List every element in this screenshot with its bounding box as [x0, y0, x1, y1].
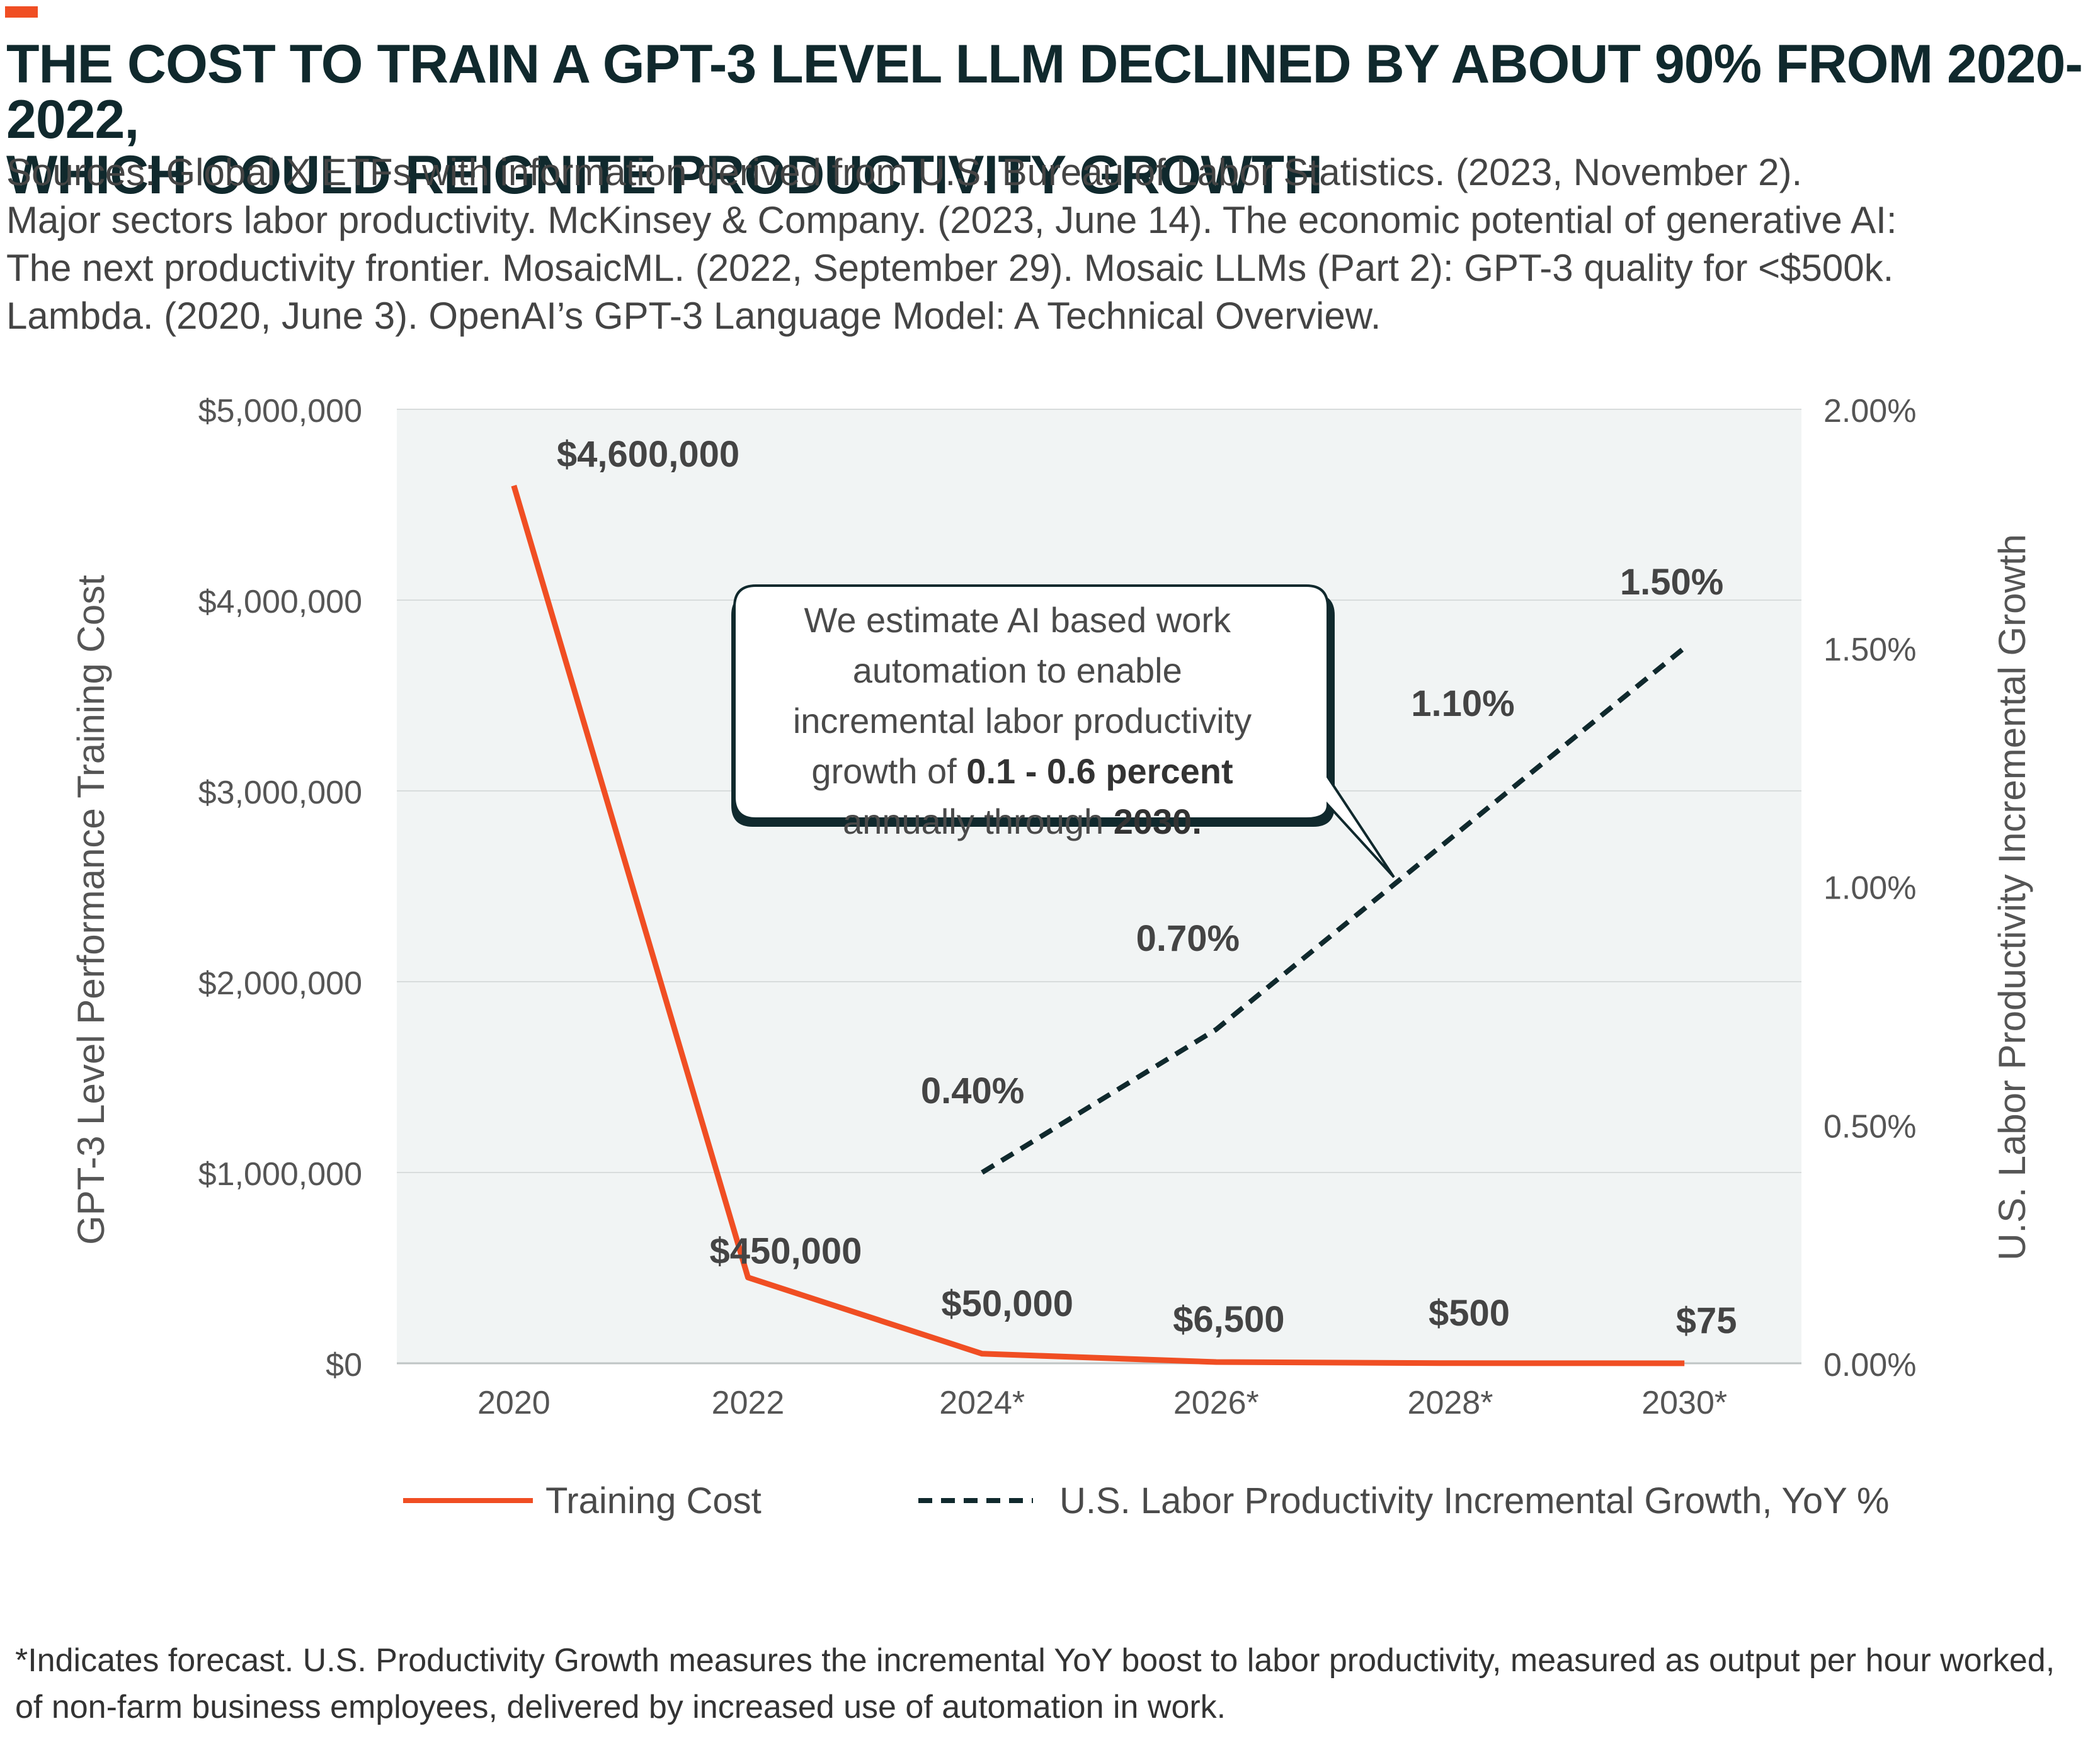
series-line-training-cost	[511, 484, 1685, 1366]
callout-line-4-bold: 0.1 - 0.6 percent	[966, 751, 1233, 791]
y-left-tick-label: $4,000,000	[198, 584, 362, 620]
title-line-1: THE COST TO TRAIN A GPT-3 LEVEL LLM DECL…	[6, 34, 2083, 150]
y-right-tick-label: 0.50%	[1823, 1108, 1916, 1145]
x-tick-label: 2028*	[1408, 1385, 1493, 1421]
y-right-tick-label: 1.50%	[1823, 632, 1916, 668]
svg-text:annually through 2030.: annually through 2030.	[843, 802, 1202, 841]
callout-line-2: automation to enable	[853, 650, 1182, 690]
data-label: $50,000	[941, 1283, 1073, 1324]
accent-bar	[5, 6, 38, 18]
y-left-tick-label: $2,000,000	[198, 965, 362, 1002]
x-tick-label: 2030*	[1641, 1385, 1727, 1421]
y-right-axis-title: U.S. Labor Productivity Incremental Grow…	[1991, 534, 2033, 1261]
legend-label-training-cost: Training Cost	[545, 1480, 762, 1521]
series-line-productivity-growth	[981, 645, 1686, 1175]
footnote: *Indicates forecast. U.S. Productivity G…	[15, 1637, 2094, 1730]
y-left-axis-title: GPT-3 Level Performance Training Cost	[70, 575, 112, 1245]
sources-line-2: Major sectors labor productivity. McKins…	[6, 199, 1897, 241]
data-label: $500	[1429, 1293, 1510, 1334]
sources-line-1: Sources: Global X ETFs with information …	[6, 151, 1803, 193]
callout-line-1: We estimate AI based work	[804, 600, 1231, 640]
y-left-tick-label: $5,000,000	[198, 393, 362, 429]
callout-line-3: incremental labor productivity	[793, 701, 1252, 741]
x-tick-label: 2026*	[1173, 1385, 1259, 1421]
x-tick-label: 2020	[477, 1385, 551, 1421]
data-label: $75	[1676, 1300, 1737, 1341]
plot-area	[397, 409, 1801, 1364]
callout-line-5-text: annually through	[843, 802, 1114, 841]
sources-line-4: Lambda. (2020, June 3). OpenAI’s GPT-3 L…	[6, 295, 1381, 337]
sources-text: Sources: Global X ETFs with information …	[6, 149, 2085, 340]
data-label: 0.70%	[1136, 918, 1240, 959]
y-right-tick-label: 2.00%	[1823, 393, 1916, 429]
y-right-tick-label: 1.00%	[1823, 870, 1916, 907]
legend-label-productivity-growth: U.S. Labor Productivity Incremental Grow…	[1059, 1480, 1889, 1521]
plot-background	[397, 409, 1801, 1363]
svg-text:growth of 0.1 - 0.6 percent: growth of 0.1 - 0.6 percent	[811, 751, 1233, 791]
y-left-tick-label: $0	[326, 1347, 362, 1383]
footnote-line-1: *Indicates forecast. U.S. Productivity G…	[15, 1642, 2055, 1679]
footnote-line-2: of non-farm business employees, delivere…	[15, 1689, 1226, 1725]
legend: Training Cost U.S. Labor Productivity In…	[403, 1480, 1889, 1521]
data-label: 1.50%	[1620, 562, 1723, 603]
callout-bubble	[733, 584, 1395, 878]
series	[511, 484, 1686, 1366]
data-label: $450,000	[710, 1231, 862, 1272]
callout-line-5-bold: 2030.	[1114, 802, 1202, 841]
title-line-2: WHICH COULD REIGNITE PRODUCTIVITY GROWTH	[6, 145, 1323, 205]
annotation-callout: We estimate AI based work automation to …	[731, 584, 1395, 878]
sources-line-3: The next productivity frontier. MosaicML…	[6, 247, 1894, 289]
y-left-tick-label: $3,000,000	[198, 775, 362, 811]
chart-title: THE COST TO TRAIN A GPT-3 LEVEL LLM DECL…	[6, 37, 2097, 203]
data-labels: $4,600,000 $450,000 $50,000 $6,500 $500 $75 0.…	[557, 434, 1737, 1341]
data-label: 0.40%	[921, 1070, 1024, 1111]
callout-line-4-text: growth of	[811, 751, 966, 791]
y-right-tick-label: 0.00%	[1823, 1347, 1916, 1383]
data-label: 1.10%	[1411, 683, 1514, 724]
y-left-tick-label: $1,000,000	[198, 1156, 362, 1193]
data-label: $6,500	[1173, 1299, 1284, 1340]
axes: $0 $1,000,000 $2,000,000 $3,000,000 $4,000,0…	[70, 393, 2033, 1421]
svg-text:We estimate AI based work: We estimate AI based work automation to …	[793, 600, 1252, 741]
x-tick-label: 2022	[712, 1385, 785, 1421]
x-tick-label: 2024*	[939, 1385, 1025, 1421]
data-label: $4,600,000	[557, 434, 739, 475]
